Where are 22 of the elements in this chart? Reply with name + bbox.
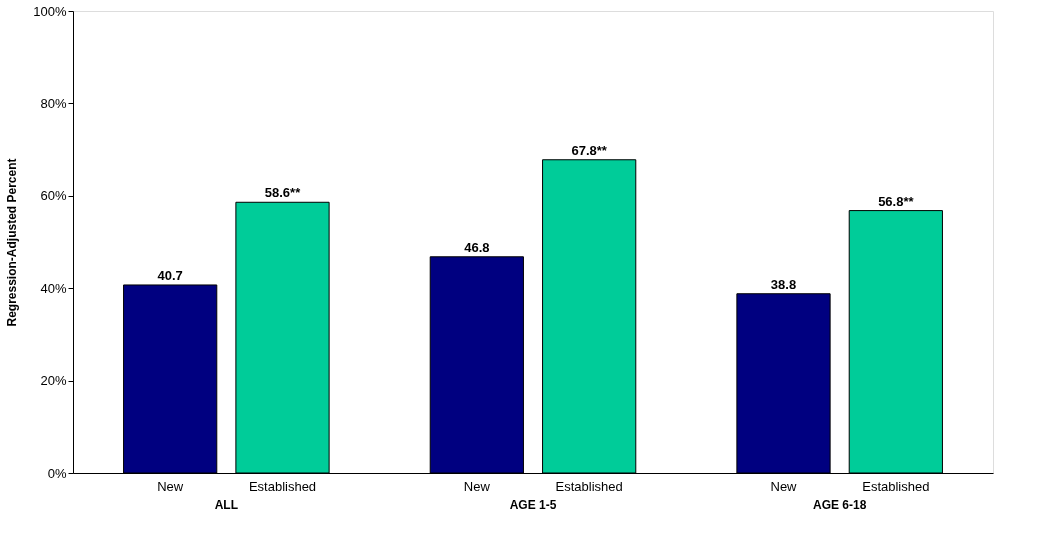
text: New bbox=[770, 479, 797, 494]
x-tick-label: ALL bbox=[214, 497, 238, 512]
y-tick-label: 40% bbox=[40, 280, 67, 296]
series-label: Established bbox=[248, 479, 317, 494]
y-tick-label: 80% bbox=[40, 95, 67, 111]
y-tick-label: 20% bbox=[40, 373, 67, 389]
data-label: 67.8** bbox=[571, 142, 608, 158]
data-label: 56.8** bbox=[878, 193, 915, 209]
data-label: 38.8 bbox=[770, 276, 797, 292]
data-label: 58.6** bbox=[264, 185, 302, 201]
y-axis-title: Regression-Adjusted Percent bbox=[5, 158, 20, 327]
x-tick-label: AGE 1-5 bbox=[509, 497, 557, 512]
y-tick-label: 60% bbox=[40, 188, 67, 204]
text: Established bbox=[862, 479, 930, 494]
y-tick-label: 100% bbox=[33, 3, 67, 19]
data-label: 46.8 bbox=[464, 239, 490, 255]
x-tick-label: AGE 6-18 bbox=[812, 497, 867, 512]
data-label: 40.7 bbox=[157, 267, 183, 283]
y-tick-label: 0% bbox=[47, 465, 67, 481]
series-label: New bbox=[157, 479, 184, 494]
text: Established bbox=[555, 479, 623, 494]
text: New bbox=[463, 479, 490, 494]
